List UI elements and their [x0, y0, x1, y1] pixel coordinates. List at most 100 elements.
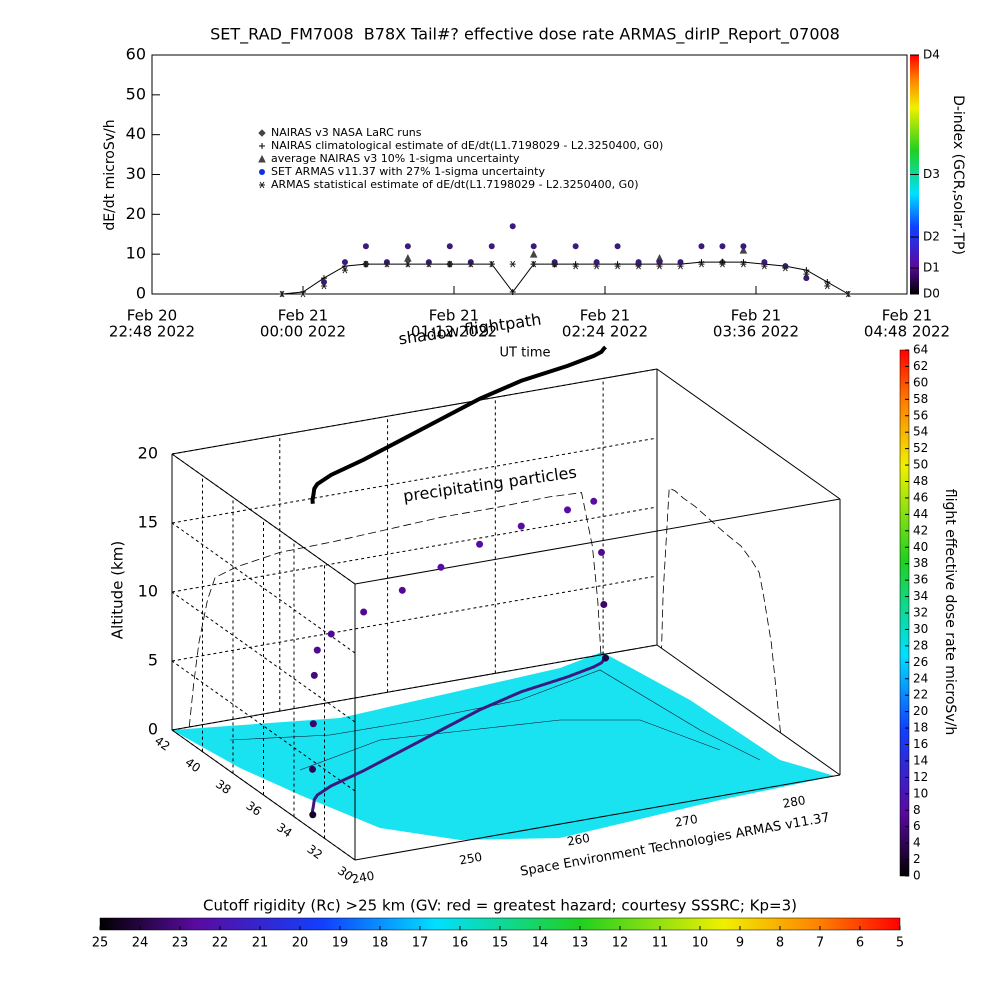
- x-tick-label: 270: [674, 812, 699, 830]
- y-tick-label: 38: [213, 777, 234, 797]
- data-point: [761, 262, 768, 270]
- data-point: [467, 260, 474, 268]
- box-edge: [171, 453, 356, 585]
- data-point: [383, 260, 390, 268]
- data-point: [572, 262, 579, 270]
- rc-colorbar-tick-label: 16: [452, 936, 469, 951]
- data-point: [803, 267, 810, 274]
- y-tick-label: 0: [136, 284, 146, 303]
- colorbar-tick-label: 50: [913, 458, 928, 472]
- data-point: [656, 262, 663, 270]
- y-tick-label: 34: [274, 820, 295, 840]
- box-edge: [354, 498, 841, 585]
- legend-label: average NAIRAS v3 10% 1-sigma uncertaint…: [271, 152, 520, 165]
- x-tick-label: 280: [782, 793, 807, 811]
- x-tick-label: 03:36 2022: [713, 323, 799, 341]
- colorbar-tick-label: D0: [923, 287, 940, 301]
- rc-colorbar-tick-label: 15: [492, 936, 509, 951]
- rc-colorbar-tick-label: 20: [292, 936, 309, 951]
- y-tick-label: 60: [126, 45, 146, 64]
- colorbar-tick-label: 48: [913, 474, 928, 488]
- z-tick-label: 0: [148, 720, 158, 739]
- data-point: [635, 262, 642, 270]
- data-point: [572, 243, 579, 250]
- z-axis-label: Altitude (km): [109, 541, 127, 639]
- colorbar-tick-label: 60: [913, 375, 928, 389]
- colorbar-tick-label: D1: [923, 261, 940, 275]
- data-point: [488, 260, 495, 268]
- flight-point: [309, 811, 317, 819]
- data-point: [824, 282, 831, 290]
- rc-colorbar-tick-label: 10: [692, 936, 709, 951]
- grid-line: [171, 437, 658, 524]
- colorbar-tick-label: 30: [913, 622, 928, 636]
- x-tick-label: 02:24 2022: [562, 323, 648, 341]
- wall-projection: [188, 492, 602, 728]
- colorbar-tick-label: 32: [913, 606, 928, 620]
- flight-point: [360, 608, 368, 616]
- data-point: [739, 246, 748, 254]
- colorbar-tick-label: 52: [913, 441, 928, 455]
- series-line: [281, 261, 849, 295]
- colorbar-tick-label: 20: [913, 704, 928, 718]
- annotation: UT time: [500, 346, 551, 361]
- colorbar-tick-label: 0: [913, 869, 921, 883]
- rc-colorbar-tick-label: 13: [572, 936, 589, 951]
- flight-point: [398, 586, 406, 594]
- colorbar-tick-label: 24: [913, 671, 928, 685]
- z-tick-label: 5: [148, 651, 158, 670]
- data-point: [425, 260, 432, 268]
- colorbar-tick-label: 12: [913, 770, 928, 784]
- data-point: [614, 262, 621, 270]
- colorbar-tick-label: 40: [913, 540, 928, 554]
- legend-label: NAIRAS climatological estimate of dE/dt(…: [271, 139, 663, 152]
- legend-symbol: [258, 129, 266, 137]
- data-point: [341, 259, 348, 266]
- colorbar-tick-label: 4: [913, 836, 921, 850]
- rc-colorbar-tick-label: 17: [412, 936, 429, 951]
- colorbar-tick-label: 10: [913, 786, 928, 800]
- data-point: [530, 243, 537, 250]
- x-tick-label: 22:48 2022: [109, 323, 195, 341]
- rc-colorbar-tick-label: 24: [132, 936, 149, 951]
- flight-point: [600, 601, 608, 609]
- colorbar-tick-label: 8: [913, 803, 921, 817]
- x-tick-label: 250: [458, 850, 483, 868]
- data-point: [719, 243, 726, 250]
- rc-colorbar-tick-label: 8: [776, 936, 784, 951]
- z-tick-label: 15: [138, 513, 158, 532]
- data-point: [509, 223, 516, 230]
- data-point: [341, 266, 348, 274]
- legend-label: SET ARMAS v11.37 with 27% 1-sigma uncert…: [271, 165, 545, 178]
- data-point: [320, 282, 327, 290]
- x-tick-label: Feb 20: [127, 307, 177, 325]
- rc-colorbar-tick-label: 11: [652, 936, 669, 951]
- colorbar-label: Cutoff rigidity (Rc) >25 km (GV: red = g…: [203, 897, 797, 915]
- flight-point: [564, 506, 572, 514]
- map: [172, 652, 835, 840]
- data-point: [698, 243, 705, 250]
- flight-point: [590, 497, 598, 505]
- data-point: [845, 290, 852, 298]
- data-point: [740, 243, 747, 250]
- data-point: [719, 260, 726, 268]
- colorbar-tick-label: 26: [913, 655, 928, 669]
- box-edge: [656, 644, 841, 776]
- grid-line: [171, 506, 658, 593]
- legend-symbol: [258, 154, 266, 163]
- x-tick-label: Feb 21: [731, 307, 781, 325]
- flight-point: [517, 522, 525, 530]
- colorbar-tick-label: 62: [913, 359, 928, 373]
- colorbar-label: D-index (GCR,solar,TP): [950, 95, 966, 255]
- colorbar-tick-label: 36: [913, 573, 928, 587]
- rc-colorbar-tick-label: 23: [172, 936, 189, 951]
- y-tick-label: 36: [244, 798, 265, 818]
- flight-point: [310, 671, 318, 679]
- box-edge: [354, 774, 841, 861]
- data-point: [593, 259, 600, 266]
- x-tick-label: 00:00 2022: [260, 323, 346, 341]
- legend-symbol: [259, 143, 265, 149]
- colorbar-tick-label: 2: [913, 852, 921, 866]
- flight-point: [313, 646, 321, 654]
- legend-label: NAIRAS v3 NASA LaRC runs: [271, 126, 422, 139]
